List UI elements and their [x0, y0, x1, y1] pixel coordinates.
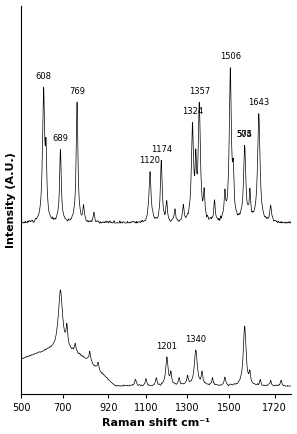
Text: 689: 689	[52, 135, 68, 143]
Text: 1324: 1324	[182, 107, 203, 116]
Text: 1340: 1340	[185, 335, 206, 344]
Text: 769: 769	[69, 87, 85, 96]
Text: 1174: 1174	[151, 145, 172, 154]
Text: 1201: 1201	[157, 342, 177, 351]
X-axis label: Raman shift cm⁻¹: Raman shift cm⁻¹	[102, 418, 210, 428]
Text: 1357: 1357	[189, 87, 210, 96]
Text: 608: 608	[36, 72, 52, 81]
Y-axis label: Intensity (A.U.): Intensity (A.U.)	[6, 152, 15, 248]
Text: 575: 575	[237, 130, 252, 139]
Text: 1643: 1643	[248, 99, 269, 108]
Text: 1506: 1506	[220, 53, 241, 62]
Text: 504: 504	[237, 130, 252, 139]
Text: 1120: 1120	[140, 156, 161, 165]
